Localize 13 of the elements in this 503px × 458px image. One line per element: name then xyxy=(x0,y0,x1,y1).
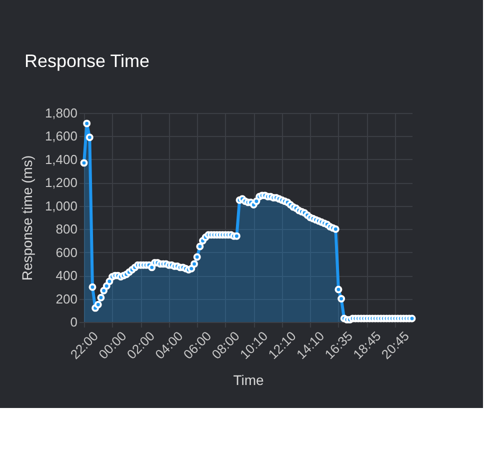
y-tick-label: 200 xyxy=(56,291,78,306)
y-tick-label: 1,000 xyxy=(44,198,78,214)
y-tick-label: 1,400 xyxy=(44,152,78,167)
y-tick-label: 0 xyxy=(70,314,78,330)
x-axis-title: Time xyxy=(233,372,264,388)
y-tick-label: 600 xyxy=(56,244,78,260)
y-tick-label: 1,800 xyxy=(44,106,78,120)
y-tick-label: 800 xyxy=(56,222,78,237)
y-tick-label: 1,600 xyxy=(44,128,78,144)
y-axis-title: Response time (ms) xyxy=(18,155,35,281)
y-tick-label: 1,200 xyxy=(44,175,78,190)
y-tick-label: 400 xyxy=(56,268,78,284)
chart-title: Response Time xyxy=(24,51,150,71)
